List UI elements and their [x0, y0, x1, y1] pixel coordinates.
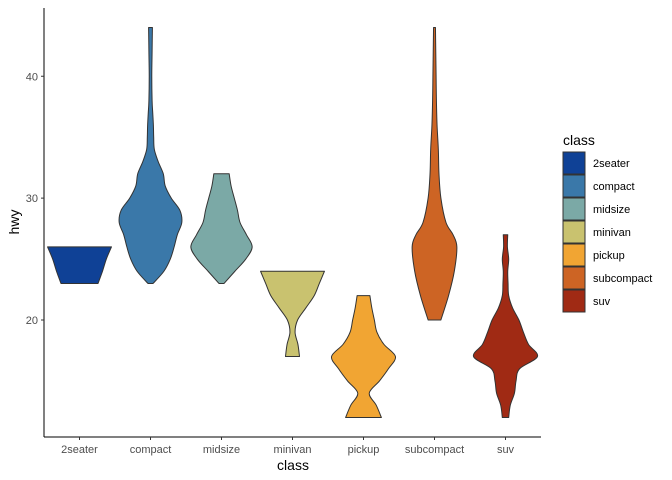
- violin-group: [48, 28, 538, 418]
- x-tick-label: compact: [130, 444, 172, 456]
- legend-label: minivan: [593, 227, 631, 239]
- legend-label: compact: [593, 181, 635, 193]
- legend-label: subcompact: [593, 273, 652, 285]
- x-tick-label: subcompact: [405, 444, 464, 456]
- legend-label: suv: [593, 296, 611, 308]
- legend: class 2seater compact midsize minivan pickup…: [563, 132, 652, 312]
- y-tick-label: 20: [26, 315, 38, 327]
- violin-pickup: [331, 296, 395, 418]
- x-tick-label: minivan: [274, 444, 312, 456]
- violin-suv: [473, 235, 537, 418]
- y-tick-label: 30: [26, 193, 38, 205]
- legend-key-suv: [563, 290, 585, 312]
- legend-title: class: [563, 132, 595, 148]
- y-axis-title: hwy: [6, 210, 22, 235]
- x-ticks: 2seater compact midsize minivan pickup subcom…: [61, 437, 514, 456]
- legend-key-minivan: [563, 221, 585, 243]
- legend-key-midsize: [563, 198, 585, 220]
- x-axis-title: class: [277, 457, 309, 473]
- legend-label: pickup: [593, 250, 625, 262]
- y-tick-label: 40: [26, 71, 38, 83]
- violin-minivan: [261, 271, 325, 356]
- legend-key-pickup: [563, 244, 585, 266]
- x-tick-label: pickup: [348, 444, 380, 456]
- violin-midsize: [191, 174, 252, 284]
- violin-2seater: [48, 247, 112, 284]
- x-tick-label: 2seater: [61, 444, 98, 456]
- x-tick-label: midsize: [203, 444, 240, 456]
- legend-key-compact: [563, 175, 585, 197]
- x-tick-label: suv: [497, 444, 515, 456]
- violin-compact: [119, 28, 182, 284]
- legend-label: 2seater: [593, 158, 630, 170]
- violin-subcompact: [412, 28, 457, 321]
- legend-label: midsize: [593, 204, 630, 216]
- y-ticks: 20 30 40: [26, 71, 44, 327]
- legend-key-2seater: [563, 152, 585, 174]
- legend-key-subcompact: [563, 267, 585, 289]
